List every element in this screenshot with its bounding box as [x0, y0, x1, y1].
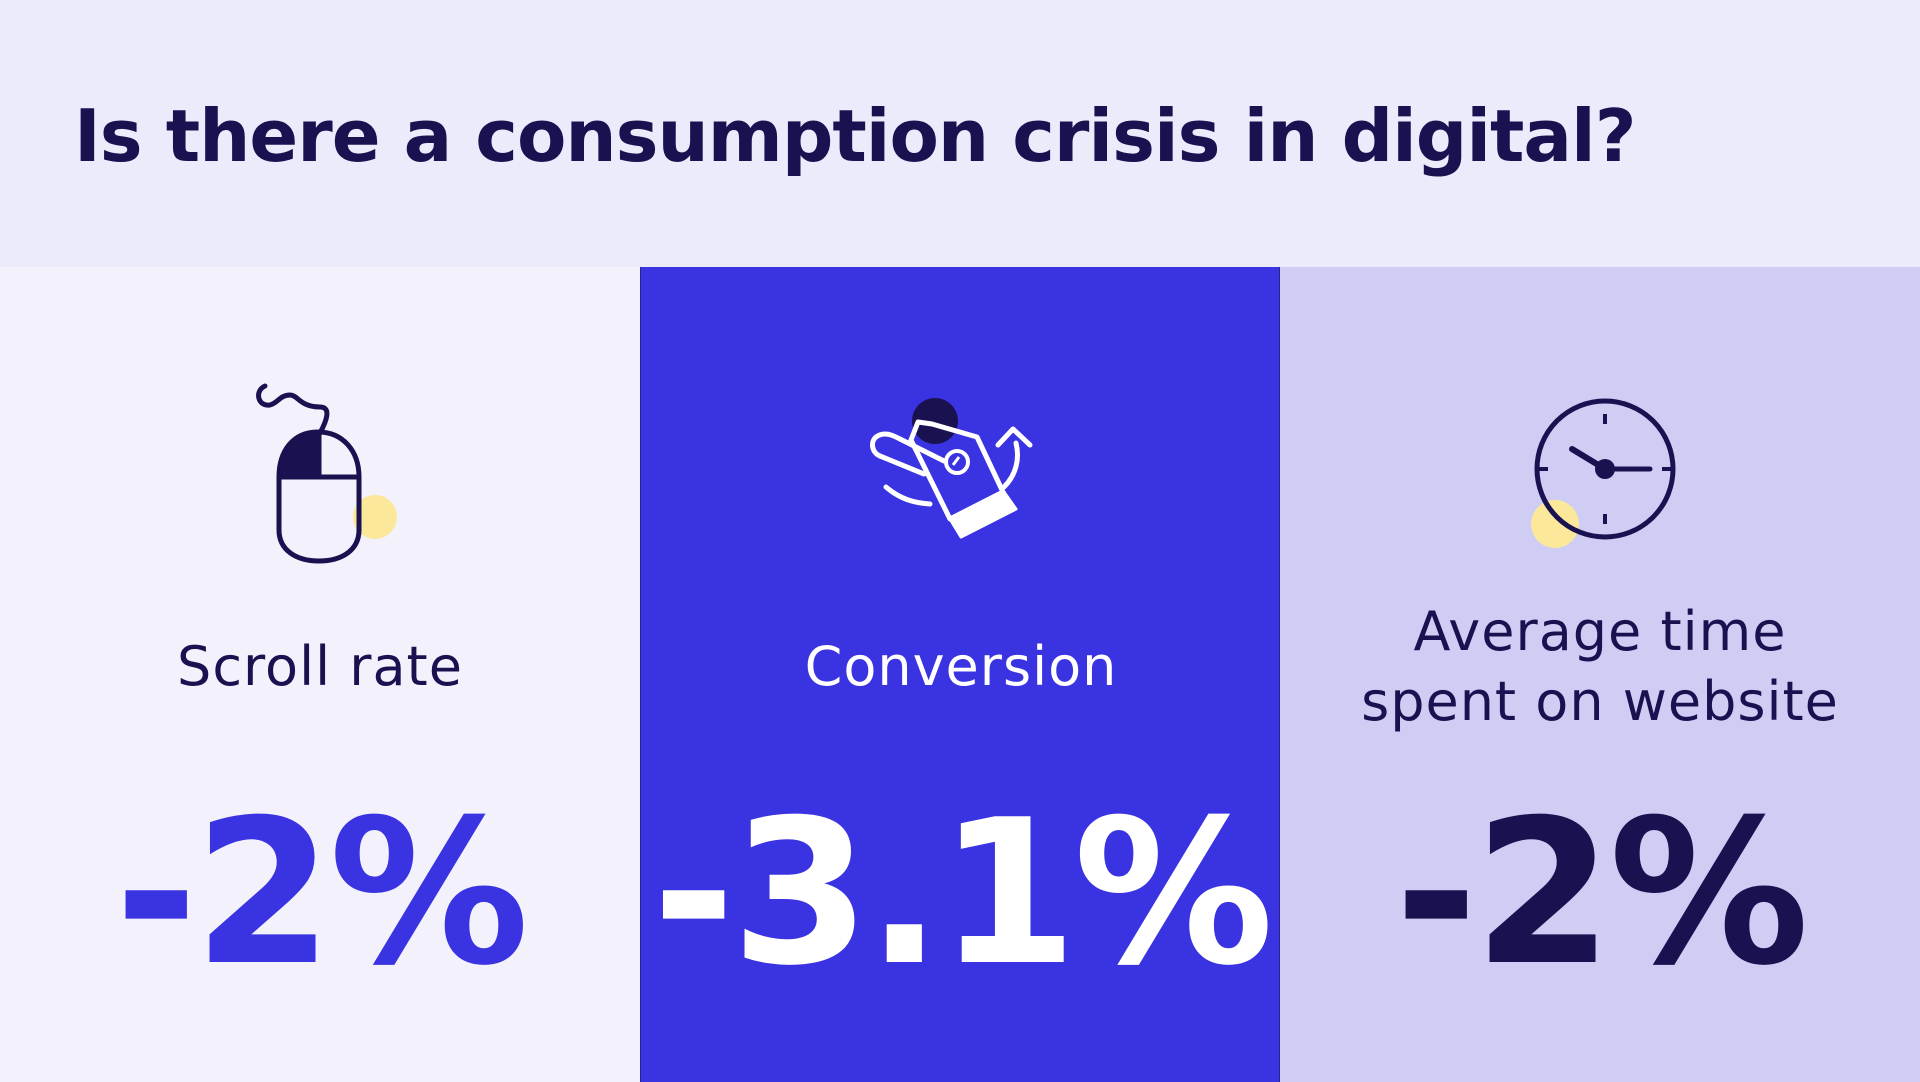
metric-label: Conversion	[804, 635, 1118, 698]
metric-label: Average time spent on website	[1280, 597, 1920, 737]
metric-value: -2%	[1394, 777, 1810, 1010]
computer-mouse-icon	[256, 383, 397, 564]
metric-card-average-time: Average time spent on website -2%	[1280, 267, 1920, 1082]
slide-header: Is there a consumption crisis in digital…	[0, 0, 1920, 267]
metric-label-line-2: spent on website	[1361, 670, 1839, 733]
metric-value: -2%	[114, 777, 530, 1010]
metric-label-line-1: Average time	[1413, 600, 1787, 663]
metric-value: -3.1%	[652, 777, 1274, 1010]
metric-card-scroll-rate: Scroll rate -2%	[0, 267, 640, 1082]
shopping-tag-icon	[870, 398, 1033, 539]
clock-icon	[1531, 398, 1676, 548]
metric-card-conversion: Conversion -3.1%	[640, 267, 1280, 1082]
metric-label: Scroll rate	[177, 635, 463, 698]
slide-title: Is there a consumption crisis in digital…	[74, 94, 1636, 178]
